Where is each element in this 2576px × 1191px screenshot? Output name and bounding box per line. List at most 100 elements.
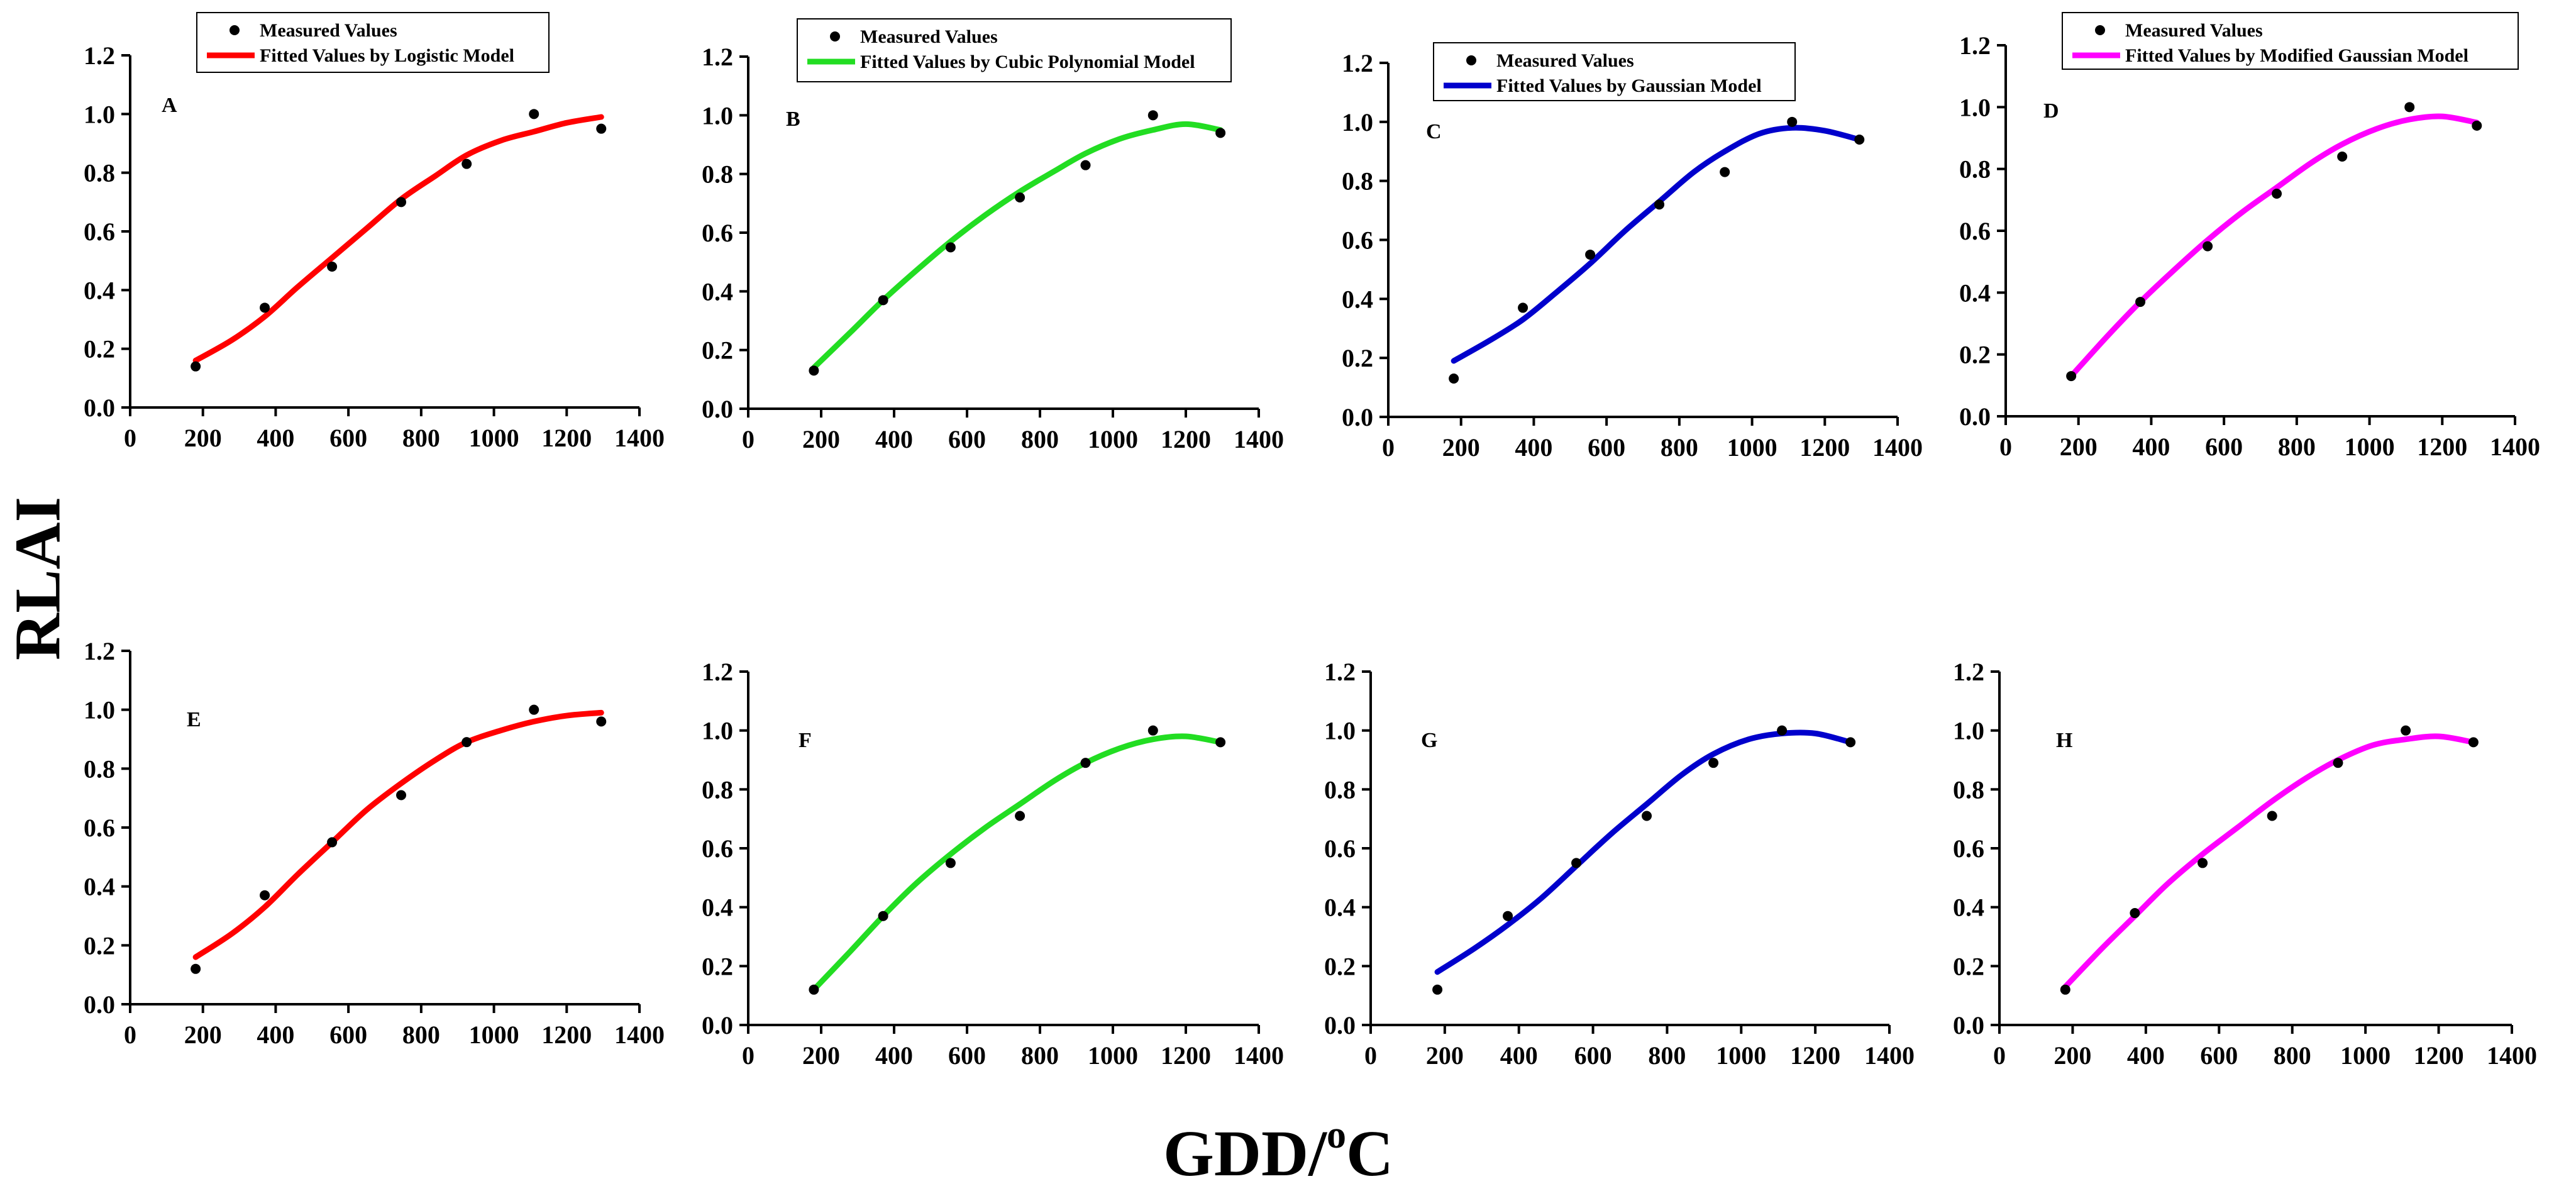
panel-h-measured-point xyxy=(2197,858,2208,868)
panel-e-xtick-label: 800 xyxy=(402,1021,440,1049)
panel-b-ytick-label: 0.8 xyxy=(702,160,733,189)
panel-f-ytick-label: 1.0 xyxy=(702,717,733,745)
panel-f-measured-point xyxy=(945,858,956,868)
panel-g-measured-point xyxy=(1642,811,1652,821)
panel-d-ytick-label: 0.4 xyxy=(1959,279,1991,307)
panel-f-label: F xyxy=(799,729,812,752)
panel-a-xtick-label: 400 xyxy=(257,424,294,452)
panel-h-ytick-label: 0.4 xyxy=(1953,894,1984,922)
panel-h-measured-point xyxy=(2401,725,2411,736)
panel-d-measured-point xyxy=(2337,152,2348,162)
panel-g-xtick-label: 800 xyxy=(1648,1041,1686,1070)
panel-h-xtick-label: 1400 xyxy=(2487,1041,2537,1070)
panel-a-xtick-label: 0 xyxy=(124,424,136,452)
panel-h-measured-point xyxy=(2468,737,2479,748)
panel-d-xtick-label: 200 xyxy=(2060,433,2098,461)
panel-a-xtick-label: 200 xyxy=(184,424,222,452)
panel-g-ytick-label: 0.2 xyxy=(1324,952,1356,980)
panel-g-xtick-label: 0 xyxy=(1364,1041,1377,1070)
panel-a-label: A xyxy=(162,94,177,117)
x-axis-title-unit: C xyxy=(1346,1117,1394,1190)
panel-h-measured-point xyxy=(2130,908,2140,919)
panel-c-ytick-label: 0.8 xyxy=(1342,167,1373,196)
panel-g-measured-point xyxy=(1777,725,1788,736)
panel-e-xtick-label: 0 xyxy=(124,1021,136,1049)
panel-e-measured-point xyxy=(327,837,338,848)
panel-d-legend-fitted: Fitted Values by Modified Gaussian Model xyxy=(2125,45,2468,66)
panel-b-xtick-label: 600 xyxy=(948,425,986,453)
panel-b-measured-point xyxy=(809,365,819,376)
panel-g-xtick-label: 600 xyxy=(1574,1041,1612,1070)
panel-f-ytick-label: 0.8 xyxy=(702,775,733,804)
panel-d-measured-point xyxy=(2404,102,2415,113)
panel-g-label: G xyxy=(1421,729,1437,752)
panel-c-ytick-label: 0.0 xyxy=(1342,403,1373,431)
panel-d-ytick-label: 0.6 xyxy=(1959,217,1991,245)
panel-a-measured-point xyxy=(396,197,407,208)
panel-g-measured-point xyxy=(1503,911,1513,921)
panel-c-fitted-curve xyxy=(1451,125,1862,364)
panel-e-ytick-label: 1.0 xyxy=(84,696,115,724)
panel-f-xtick-label: 0 xyxy=(742,1041,755,1070)
panel-f-ytick-label: 0.6 xyxy=(702,834,733,863)
panel-b-ytick-label: 0.6 xyxy=(702,219,733,247)
panel-e-xtick-label: 200 xyxy=(184,1021,222,1049)
panel-h-xtick-label: 1000 xyxy=(2340,1041,2391,1070)
panel-g-fitted-curve xyxy=(1434,729,1854,975)
x-axis-title: GDD/oC xyxy=(1163,1113,1393,1191)
panel-a-ytick-label: 0.0 xyxy=(84,394,115,422)
panel-d-legend xyxy=(2062,12,2519,70)
panel-e-ytick-label: 1.2 xyxy=(84,637,115,665)
panel-a-legend-fitted: Fitted Values by Logistic Model xyxy=(260,45,514,66)
panel-d-xtick-label: 400 xyxy=(2132,433,2170,461)
panel-g-measured-point xyxy=(1571,858,1582,868)
panel-b-measured-point xyxy=(1080,160,1091,170)
panel-b-ytick-label: 0.4 xyxy=(702,277,733,306)
panel-a-ytick-label: 0.2 xyxy=(84,335,115,363)
panel-f-xtick-label: 600 xyxy=(948,1041,986,1070)
panel-f-measured-point xyxy=(809,984,819,995)
panel-c-legend-fitted: Fitted Values by Gaussian Model xyxy=(1496,75,1762,96)
x-axis-title-main: GDD/ xyxy=(1163,1117,1327,1190)
panel-e-xtick-label: 600 xyxy=(329,1021,367,1049)
panel-a-xtick-label: 800 xyxy=(402,424,440,452)
panel-d-xtick-label: 1400 xyxy=(2490,433,2540,461)
panel-e-measured-point xyxy=(529,704,539,715)
panel-a-ytick-label: 0.8 xyxy=(84,159,115,187)
panel-c-ytick-label: 1.0 xyxy=(1342,108,1373,136)
panel-c-xtick-label: 800 xyxy=(1661,433,1698,462)
panel-g-measured-point xyxy=(1708,758,1719,768)
panel-b-measured-point xyxy=(878,295,888,306)
panel-d-xtick-label: 800 xyxy=(2278,433,2316,461)
panel-h-fitted-curve xyxy=(2062,733,2477,990)
panel-b-ytick-label: 1.2 xyxy=(702,43,733,71)
panel-g-ytick-label: 0.0 xyxy=(1324,1011,1356,1039)
panel-c-legend-measured: Measured Values xyxy=(1496,50,1634,71)
panel-a-ytick-label: 0.4 xyxy=(84,276,115,304)
panel-d-ytick-label: 1.0 xyxy=(1959,93,1991,121)
panel-g-measured-point xyxy=(1432,984,1443,995)
panel-e-measured-point xyxy=(462,737,472,748)
panel-f-ytick-label: 0.2 xyxy=(702,952,733,980)
panel-c-xtick-label: 1200 xyxy=(1799,433,1850,462)
panel-f-ytick-label: 0.0 xyxy=(702,1011,733,1039)
panel-a-fitted-curve xyxy=(192,114,604,363)
panel-c-legend-marker xyxy=(1466,55,1476,65)
panel-e-ytick-label: 0.8 xyxy=(84,755,115,783)
panel-d-measured-point xyxy=(2135,297,2146,307)
panel-d-measured-point xyxy=(2066,371,2077,382)
panel-e-xtick-label: 1000 xyxy=(469,1021,519,1049)
panel-a-ytick-label: 1.0 xyxy=(84,100,115,128)
panel-h-xtick-label: 400 xyxy=(2127,1041,2165,1070)
panel-h-xtick-label: 1200 xyxy=(2414,1041,2464,1070)
panel-f-measured-point xyxy=(1215,737,1226,748)
panel-e-ytick-label: 0.6 xyxy=(84,814,115,842)
panel-b-measured-point xyxy=(945,242,956,253)
panel-e-measured-point xyxy=(191,963,201,974)
panel-f-xtick-label: 400 xyxy=(875,1041,913,1070)
panel-g-xtick-label: 1000 xyxy=(1716,1041,1766,1070)
panel-b-xtick-label: 1400 xyxy=(1234,425,1284,453)
panel-h-xtick-label: 600 xyxy=(2200,1041,2238,1070)
y-axis-title-text: RLAI xyxy=(1,496,74,661)
